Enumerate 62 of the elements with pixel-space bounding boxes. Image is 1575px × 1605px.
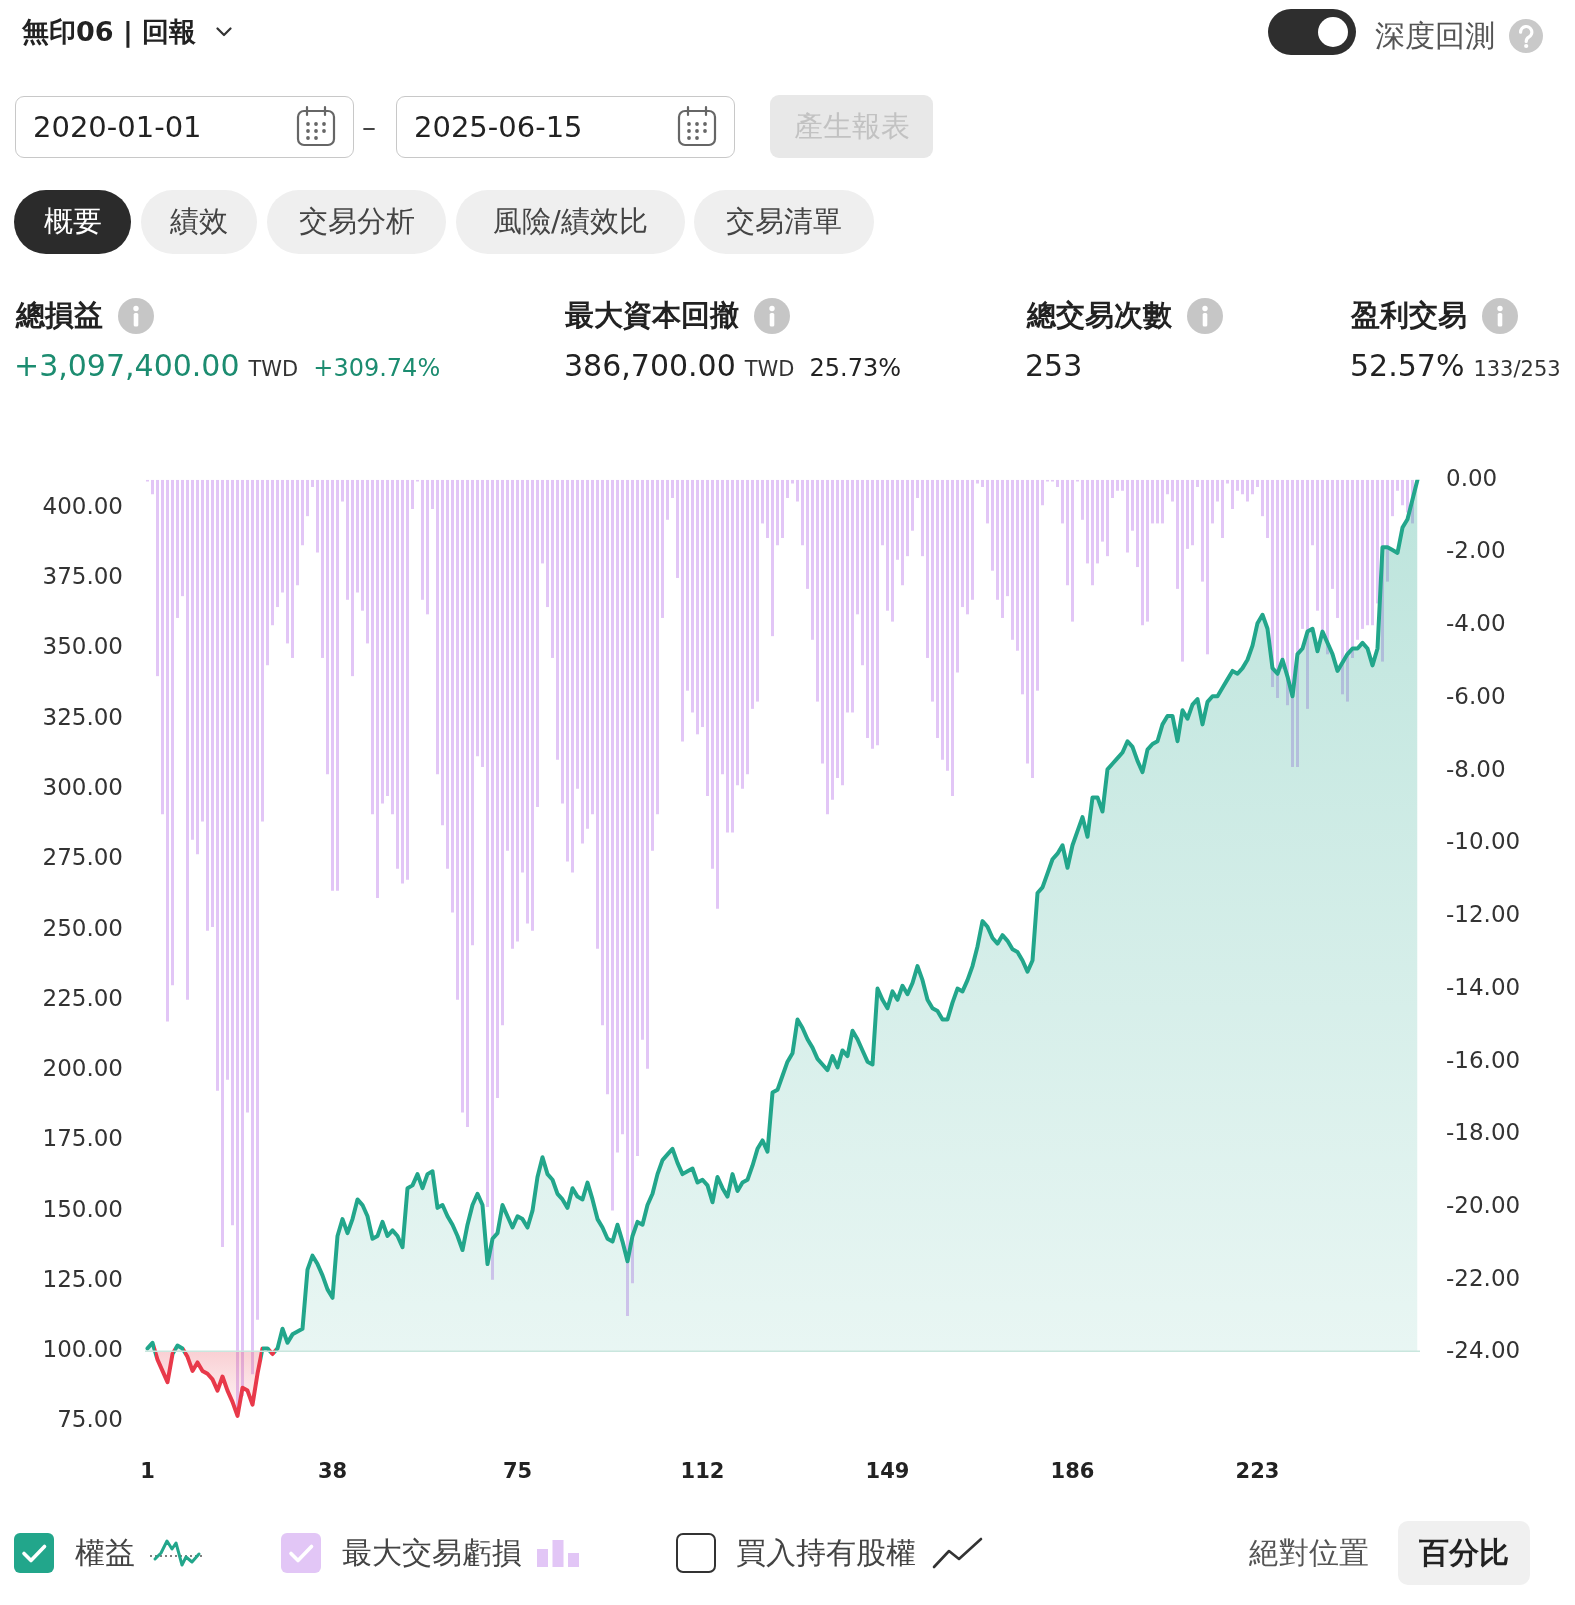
y-tick-label: 350.00 <box>42 633 123 660</box>
text: 無印06 | 回報 <box>22 15 197 50</box>
y2-tick-label: -14.00 <box>1446 973 1521 1000</box>
text: 交易分析 <box>298 203 415 240</box>
y2-tick-label: -8.00 <box>1446 755 1506 782</box>
text: +3,097,400.00 <box>14 348 240 383</box>
text: 386,700.00 <box>564 348 736 383</box>
text: – <box>362 110 376 144</box>
y-tick-label: 375.00 <box>42 563 123 590</box>
y-tick-label: 400.00 <box>42 492 123 519</box>
legend-label: 最大交易虧損 <box>342 1533 522 1572</box>
text: 百分比 <box>1419 1533 1509 1572</box>
y2-tick-label: -6.00 <box>1446 682 1506 709</box>
y2-tick-label: -18.00 <box>1446 1119 1521 1146</box>
text: 絕對位置 <box>1249 1533 1369 1572</box>
x-tick-label: 75 <box>502 1458 533 1483</box>
text: 總交易次數 <box>1027 297 1172 334</box>
text: 交易清單 <box>726 203 842 240</box>
text: 績效 <box>170 203 228 240</box>
text: 深度回測 <box>1375 16 1495 55</box>
x-tick-label: 38 <box>317 1458 348 1483</box>
text: 最大資本回撤 <box>565 297 739 334</box>
y2-tick-label: -10.00 <box>1446 828 1521 855</box>
x-tick-label: 112 <box>680 1458 725 1483</box>
y-tick-label: 250.00 <box>42 914 123 941</box>
y2-tick-label: -16.00 <box>1446 1046 1521 1073</box>
text: TWD <box>744 357 795 381</box>
x-tick-label: 149 <box>865 1458 910 1483</box>
y-tick-label: 75.00 <box>57 1406 123 1433</box>
y-tick-label: 150.00 <box>42 1195 123 1222</box>
y-tick-label: 100.00 <box>42 1336 123 1363</box>
date-input: 2020-01-01 <box>15 96 354 158</box>
y2-tick-label: -24.00 <box>1446 1337 1521 1364</box>
y-tick-label: 275.00 <box>42 844 123 871</box>
y2-tick-label: -20.00 <box>1446 1191 1521 1218</box>
y2-tick-label: -22.00 <box>1446 1264 1521 1291</box>
y-tick-label: 225.00 <box>42 984 123 1011</box>
text: 133/253 <box>1473 357 1561 381</box>
x-tick-label: 1 <box>140 1458 155 1483</box>
text: 買入持有股權 <box>736 1533 916 1572</box>
text: +309.74% <box>313 354 441 382</box>
text: 52.57% <box>1350 348 1465 383</box>
text: 概要 <box>43 203 102 240</box>
y-tick-label: 175.00 <box>42 1125 123 1152</box>
text: 盈利交易 <box>1351 297 1467 334</box>
x-tick-label: 186 <box>1050 1458 1095 1483</box>
legend-label: 權益 <box>75 1533 135 1572</box>
y2-tick-label: -12.00 <box>1446 901 1521 928</box>
y2-tick-label: 0.00 <box>1446 464 1498 491</box>
y-tick-label: 300.00 <box>42 773 123 800</box>
date-input: 2025-06-15 <box>396 96 735 158</box>
text: 風險/績效比 <box>493 203 648 240</box>
y2-tick-label: -4.00 <box>1446 610 1506 637</box>
y-tick-label: 125.00 <box>42 1265 123 1292</box>
x-tick-label: 223 <box>1235 1458 1280 1483</box>
text: 253 <box>1025 348 1083 383</box>
text: 總損益 <box>16 297 103 334</box>
y-tick-label: 325.00 <box>42 703 123 730</box>
text: 25.73% <box>809 354 902 382</box>
y2-tick-label: -2.00 <box>1446 537 1506 564</box>
y-tick-label: 200.00 <box>42 1055 123 1082</box>
text: TWD <box>248 357 299 381</box>
